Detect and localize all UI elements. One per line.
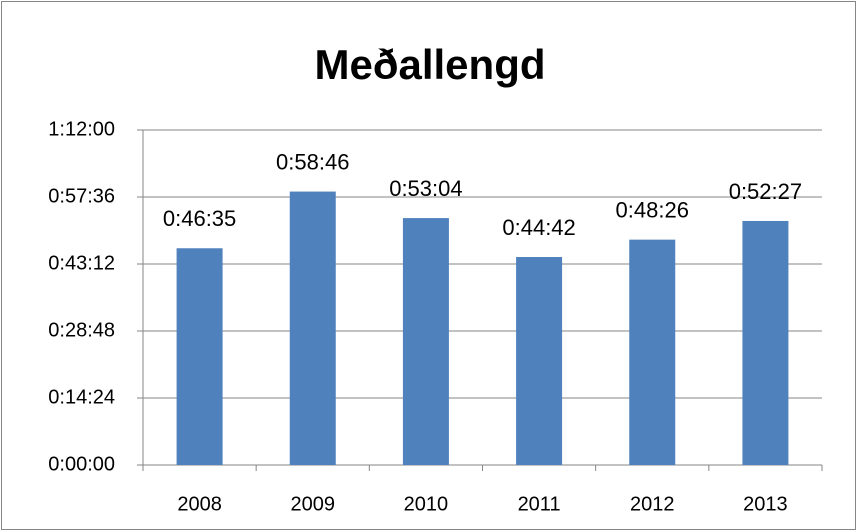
data-label: 0:46:35: [163, 206, 236, 231]
x-tick-label: 2010: [404, 493, 449, 515]
x-tick-label: 2013: [743, 493, 788, 515]
data-label: 0:52:27: [729, 179, 802, 204]
data-label: 0:44:42: [502, 215, 575, 240]
y-tick-label: 0:14:24: [48, 386, 115, 408]
x-tick-label: 2012: [630, 493, 675, 515]
y-tick-label: 0:57:36: [48, 185, 115, 207]
x-tick-label: 2008: [177, 493, 222, 515]
bar: [176, 248, 223, 465]
x-tick-label: 2009: [291, 493, 336, 515]
bar: [629, 239, 676, 465]
chart-title: Meðallengd: [314, 41, 545, 88]
bar: [516, 257, 563, 465]
data-label: 0:58:46: [276, 149, 349, 174]
bar: [402, 218, 449, 465]
x-tick-label: 2011: [518, 493, 561, 515]
data-label: 0:48:26: [616, 197, 689, 222]
y-tick-label: 0:28:48: [48, 319, 115, 341]
bar: [289, 191, 336, 465]
bar: [742, 220, 789, 465]
y-tick-label: 1:12:00: [48, 118, 115, 140]
y-tick-label: 0:43:12: [48, 252, 115, 274]
y-tick-label: 0:00:00: [48, 453, 115, 475]
data-label: 0:53:04: [389, 176, 462, 201]
